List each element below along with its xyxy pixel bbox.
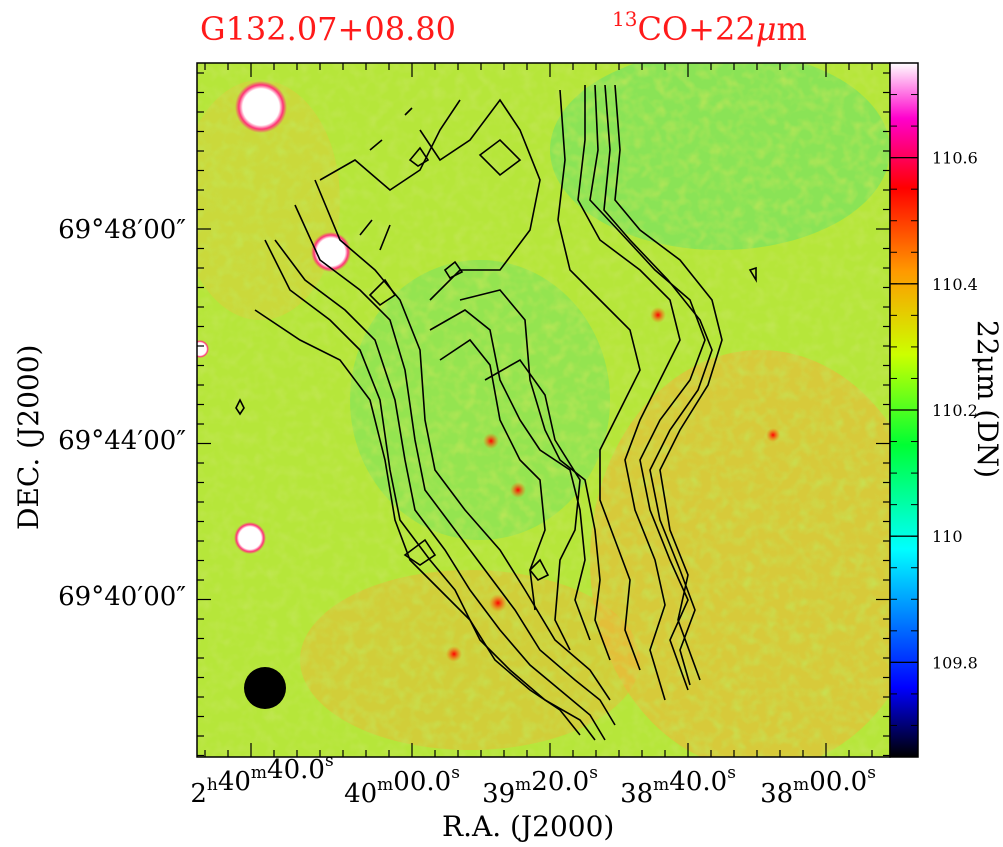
- star-source: [235, 81, 287, 133]
- x-tick-label: 39m20.0s: [482, 763, 598, 809]
- hot-spot: [483, 433, 499, 449]
- contour-line: [484, 358, 581, 651]
- hot-spot: [510, 482, 526, 498]
- contour-line: [614, 84, 723, 681]
- hot-spot: [446, 646, 462, 662]
- y-tick-labels: 69°48′00″ 69°44′00″ 69°40′00″: [58, 215, 186, 612]
- colorbar-label: 22μm (DN): [971, 320, 1003, 478]
- contour-line: [235, 398, 245, 416]
- contour-line: [478, 138, 522, 177]
- y-tick-label: 69°44′00″: [58, 426, 186, 456]
- point-sources: [197, 81, 780, 662]
- contour-line: [429, 309, 591, 641]
- x-tick-label: 38m00.0s: [760, 763, 876, 809]
- colorbar-tick-label: 110: [932, 527, 963, 546]
- star-source: [311, 232, 351, 272]
- y-tick-label: 69°48′00″: [58, 215, 186, 245]
- contour-line: [274, 239, 606, 741]
- contour-line: [294, 204, 616, 726]
- x-axis-label: R.A. (J2000): [442, 810, 614, 843]
- contour-line: [254, 309, 581, 736]
- contour-line: [589, 84, 706, 691]
- contour-line: [443, 260, 464, 280]
- contour-line: [359, 107, 413, 251]
- contour-line: [368, 278, 397, 307]
- map-subtitle: 13CO+22μm: [612, 7, 807, 48]
- contour-line: [557, 89, 641, 671]
- contour-line: [459, 289, 611, 661]
- co-contours: [235, 84, 757, 741]
- contour-line: [577, 85, 681, 701]
- contour-line: [319, 99, 461, 192]
- contour-line: [439, 338, 546, 611]
- heatmap-image: [197, 63, 890, 757]
- colorbar-tick-label: 110.6: [932, 149, 978, 168]
- y-axis-label: DEC. (J2000): [12, 345, 45, 530]
- colorbar-tick-label: 110.4: [932, 275, 978, 294]
- contour-line: [264, 239, 596, 741]
- contour-line: [603, 84, 713, 686]
- star-source: [197, 340, 209, 358]
- colorbar-tick-label: 110.2: [932, 401, 978, 420]
- hot-spot: [766, 428, 780, 442]
- hot-spot: [489, 594, 507, 612]
- y-tick-label: 69°40′00″: [58, 582, 186, 612]
- x-tick-label: 2h40m40.0s: [190, 751, 333, 809]
- subtitle-molecule: CO+22: [637, 10, 755, 48]
- contour-line: [314, 179, 611, 701]
- subtitle-isotope: 13: [612, 7, 637, 31]
- contour-line: [528, 558, 550, 582]
- colorbar: 110.6 110.4 110.2 110 109.8 22μm (DN): [889, 62, 1003, 758]
- colorbar-tick-label: 109.8: [932, 653, 978, 672]
- contour-line: [748, 266, 757, 283]
- star-source: [234, 522, 266, 554]
- beam-circle: [244, 667, 286, 709]
- contour-line: [419, 98, 541, 301]
- x-tick-label: 40m00.0s: [344, 763, 460, 809]
- map-title: G132.07+08.80: [200, 10, 456, 48]
- subtitle-unit: m: [777, 10, 807, 48]
- contour-line: [403, 538, 437, 566]
- x-tick-label: 38m40.0s: [620, 763, 736, 809]
- hot-spot: [650, 307, 666, 323]
- contour-line: [408, 146, 430, 167]
- subtitle-mu: μ: [756, 10, 777, 48]
